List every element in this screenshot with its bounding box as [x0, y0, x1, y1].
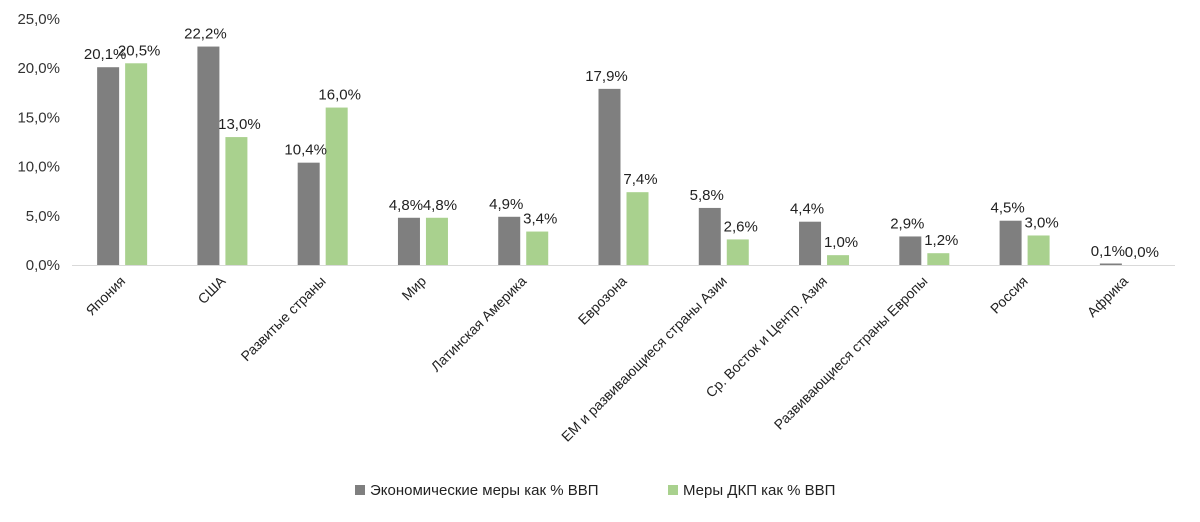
y-axis: 0,0% 5,0% 10,0% 15,0% 20,0% 25,0%	[17, 11, 60, 274]
y-tick-label: 0,0%	[26, 257, 60, 274]
bar-monetary	[425, 217, 448, 265]
x-tick-label: США	[194, 272, 229, 307]
bar-economic	[397, 217, 420, 265]
legend-swatch-monetary	[668, 485, 678, 495]
data-label-monetary: 2,6%	[724, 218, 758, 235]
bar-monetary	[927, 253, 950, 265]
data-label-monetary: 0,0%	[1125, 244, 1159, 261]
y-tick-label: 15,0%	[17, 109, 60, 126]
data-label-economic: 10,4%	[284, 142, 327, 159]
data-label-economic: 5,8%	[690, 187, 724, 204]
legend: Экономические меры как % ВВП Меры ДКП ка…	[355, 482, 835, 499]
data-label-economic: 4,9%	[489, 196, 523, 213]
legend-swatch-economic	[355, 485, 365, 495]
data-label-economic: 20,1%	[84, 46, 127, 63]
x-tick-label: Развитые страны	[238, 273, 329, 364]
x-tick-label: Мир	[398, 273, 429, 304]
data-label-economic: 22,2%	[184, 26, 227, 43]
y-tick-label: 5,0%	[26, 208, 60, 225]
bar-monetary	[626, 192, 649, 265]
legend-label-economic: Экономические меры как % ВВП	[370, 482, 599, 499]
bar-economic	[97, 67, 120, 265]
y-tick-label: 10,0%	[17, 159, 60, 176]
data-label-economic: 17,9%	[585, 68, 628, 85]
bar-monetary	[225, 137, 248, 265]
bar-economic	[698, 207, 721, 265]
bar-monetary	[726, 239, 749, 265]
data-label-monetary: 3,4%	[523, 211, 557, 228]
bar-economic	[899, 236, 922, 265]
y-tick-label: 20,0%	[17, 60, 60, 77]
bar-monetary	[526, 231, 549, 265]
x-tick-label: Япония	[83, 273, 129, 319]
data-label-economic: 4,4%	[790, 201, 824, 218]
bar-economic	[498, 216, 521, 265]
bar-economic	[1099, 263, 1122, 265]
x-tick-label: ЕМ и развивающиеся страны Азии	[558, 273, 730, 445]
data-label-economic: 4,5%	[990, 200, 1024, 217]
x-tick-label: Россия	[987, 273, 1031, 317]
bar-monetary	[125, 63, 148, 265]
data-label-monetary: 3,0%	[1024, 214, 1058, 231]
y-tick-label: 25,0%	[17, 11, 60, 28]
data-label-monetary: 13,0%	[218, 116, 261, 133]
data-label-economic: 0,1%	[1091, 243, 1125, 260]
bar-economic	[799, 221, 822, 265]
data-label-monetary: 1,0%	[824, 234, 858, 251]
bar-monetary	[325, 107, 348, 265]
bar-monetary	[827, 255, 850, 265]
data-label-monetary: 16,0%	[318, 87, 361, 104]
data-label-monetary: 4,8%	[423, 197, 457, 214]
data-label-economic: 4,8%	[389, 197, 423, 214]
bar-economic	[297, 162, 320, 265]
bar-economic	[598, 88, 621, 265]
bars	[97, 46, 1122, 265]
data-labels: 20,1%20,5% 22,2% 13,0% 10,4% 16,0% 4,8% 4,8% 4,…	[84, 26, 1159, 261]
data-label-monetary: 7,4%	[623, 171, 657, 188]
x-tick-label: Африка	[1084, 273, 1131, 320]
data-label-monetary: 1,2%	[924, 232, 958, 249]
x-tick-label: Латинская Америка	[428, 273, 530, 375]
bar-monetary	[1027, 235, 1050, 265]
data-label-economic: 2,9%	[890, 215, 924, 232]
x-tick-label: Еврозона	[575, 273, 630, 328]
bar-economic	[999, 220, 1022, 265]
legend-label-monetary: Меры ДКП как % ВВП	[683, 482, 835, 499]
bar-economic	[197, 46, 220, 265]
data-label-monetary: 20,5%	[118, 42, 161, 59]
